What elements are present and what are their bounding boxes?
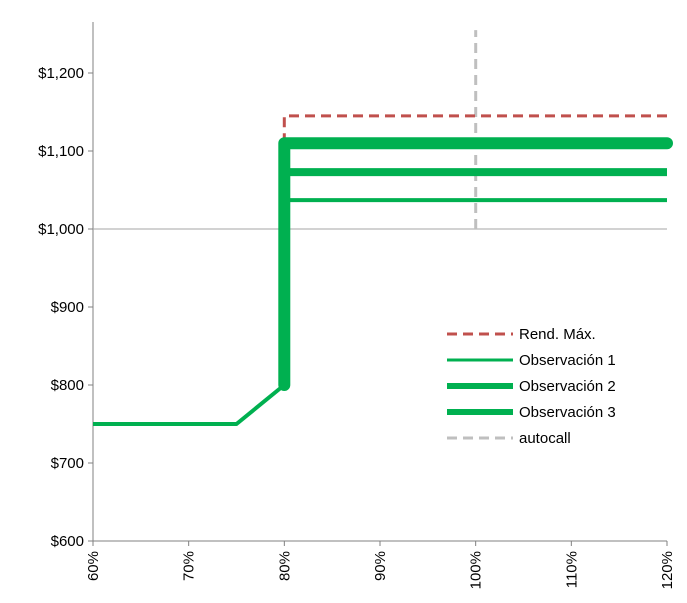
y-tick-label: $900 bbox=[51, 299, 84, 316]
legend-label-observaci-n-3: Observación 3 bbox=[519, 404, 616, 421]
legend-label-rend-m-x: Rend. Máx. bbox=[519, 326, 596, 343]
x-tick-label: 60% bbox=[85, 551, 102, 581]
x-tick-label: 100% bbox=[468, 551, 485, 589]
series-line-rend-m-x bbox=[282, 114, 667, 144]
x-tick-label: 90% bbox=[372, 551, 389, 581]
y-tick-label: $1,200 bbox=[38, 65, 84, 82]
legend: Rend. Máx. Observación 1 Observación 2 Obse… bbox=[447, 326, 616, 447]
y-tick-label: $700 bbox=[51, 455, 84, 472]
series-line-observaci-n-1 bbox=[93, 198, 667, 426]
legend-label-observaci-n-2: Observación 2 bbox=[519, 378, 616, 395]
y-tick-label: $800 bbox=[51, 377, 84, 394]
legend-label-autocall: autocall bbox=[519, 430, 571, 447]
y-tick-label: $600 bbox=[51, 533, 84, 550]
x-tick-label: 110% bbox=[563, 551, 580, 588]
axes: $600 $700 $800 $900 $1,000 $1,100 $1,200 60% 70%… bbox=[38, 22, 676, 589]
x-tick-label: 80% bbox=[276, 551, 293, 581]
y-tick-label: $1,100 bbox=[38, 143, 84, 160]
series-layer bbox=[93, 30, 673, 426]
legend-label-observaci-n-1: Observación 1 bbox=[519, 352, 616, 369]
x-tick-label: 120% bbox=[659, 551, 676, 589]
x-tick-label: 70% bbox=[181, 551, 198, 581]
y-tick-label: $1,000 bbox=[38, 221, 84, 238]
